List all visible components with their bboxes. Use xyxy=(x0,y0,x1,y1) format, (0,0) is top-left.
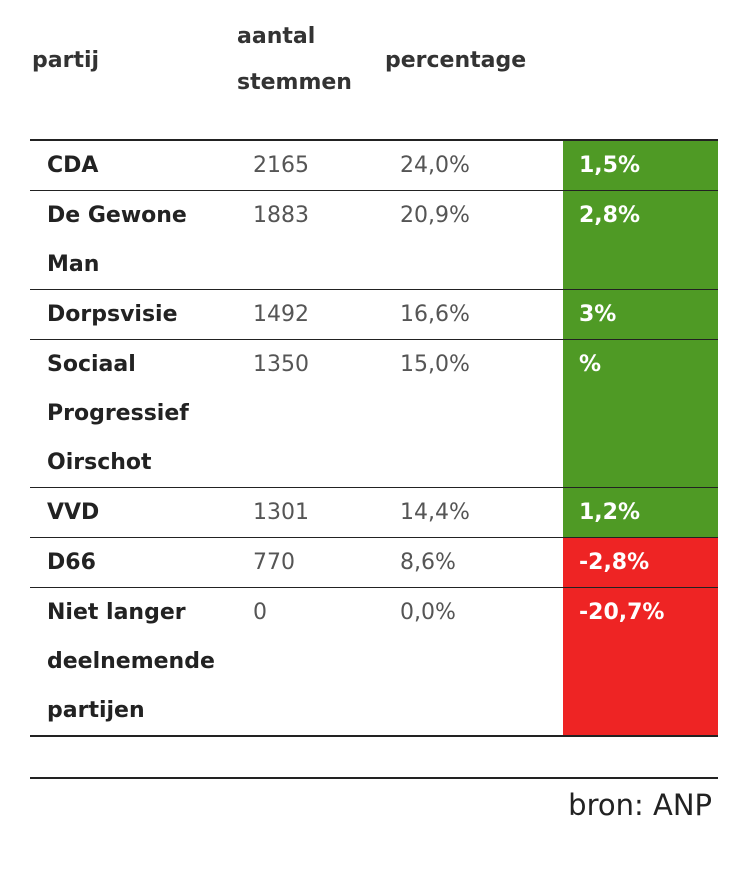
table-row: Dorpsvisie 1492 16,6% 3% xyxy=(30,289,718,340)
cell-text: Dorpsvisie xyxy=(47,302,178,327)
cell-text: -20,7% xyxy=(579,600,665,625)
cell-text: VVD xyxy=(47,500,100,525)
table-cell: 1492 xyxy=(237,290,385,340)
cell-text: 1,5% xyxy=(579,153,641,178)
table-cell: 24,0% xyxy=(385,140,563,191)
cell-text: 14,4% xyxy=(400,500,470,525)
header-cell: partij xyxy=(32,48,100,73)
table-cell: 1301 xyxy=(237,488,385,538)
table-cell: De Gewone Man xyxy=(30,191,237,290)
cell-text: 1883 xyxy=(253,203,309,228)
table-cell: 14,4% xyxy=(385,488,563,538)
cell-text: 24,0% xyxy=(400,153,470,178)
table-cell: 2,8% xyxy=(563,190,718,290)
table-row: Niet langer deelnemende partijen 0 0,0% -20… xyxy=(30,587,718,737)
cell-text: 770 xyxy=(253,550,295,575)
cell-text: 3% xyxy=(579,302,617,327)
cell-text: 1301 xyxy=(253,500,309,525)
header-cell: aantal stemmen xyxy=(237,24,352,95)
table-cell: 770 xyxy=(237,538,385,588)
table-cell: 8,6% xyxy=(385,538,563,588)
table-cell: % xyxy=(563,339,718,488)
table-cell: Niet langer deelnemende partijen xyxy=(30,588,237,737)
cell-text: 15,0% xyxy=(400,352,470,377)
table-cell: Sociaal Progressief Oirschot xyxy=(30,340,237,488)
table-cell: -20,7% xyxy=(563,587,718,736)
cell-text: 0 xyxy=(253,600,267,625)
cell-text: % xyxy=(579,352,602,377)
table-row: D66 770 8,6% -2,8% xyxy=(30,537,718,588)
table-cell: 0 xyxy=(237,588,385,737)
table-cell: D66 xyxy=(30,538,237,588)
rule xyxy=(30,777,718,779)
cell-text: 1492 xyxy=(253,302,309,327)
cell-text: -2,8% xyxy=(579,550,650,575)
table-cell: 2165 xyxy=(237,140,385,191)
cell-text: Niet langer deelnemende partijen xyxy=(47,600,215,723)
cell-text: 2165 xyxy=(253,153,309,178)
table-row: Sociaal Progressief Oirschot 1350 15,0%% xyxy=(30,339,718,488)
table-row: De Gewone Man 1883 20,9% 2,8% xyxy=(30,190,718,290)
cell-text: D66 xyxy=(47,550,96,575)
cell-text: 8,6% xyxy=(400,550,456,575)
cell-text: Sociaal Progressief Oirschot xyxy=(47,352,189,475)
table-cell: 20,9% xyxy=(385,191,563,290)
table-cell: 1350 xyxy=(237,340,385,488)
table-row: CDA 2165 24,0% 1,5% xyxy=(30,140,718,191)
table-cell: -2,8% xyxy=(563,537,718,588)
cell-text: 16,6% xyxy=(400,302,470,327)
table-cell: 1883 xyxy=(237,191,385,290)
cell-text: 1350 xyxy=(253,352,309,377)
table-cell: 15,0% xyxy=(385,340,563,488)
source: bron: ANP xyxy=(568,788,712,822)
cell-text: CDA xyxy=(47,153,99,178)
header-cell: percentage xyxy=(385,48,527,73)
table-header: partij aantal stemmen percentage xyxy=(0,0,742,140)
table-cell: 3% xyxy=(563,289,718,340)
table-cell: 1,2% xyxy=(563,487,718,538)
table-cell: Dorpsvisie xyxy=(30,290,237,340)
cell-text: 2,8% xyxy=(579,203,641,228)
table-cell: 16,6% xyxy=(385,290,563,340)
results-table: CDA 2165 24,0% 1,5% De Gewone Man 1883 20,9% 2,… xyxy=(30,139,718,737)
cell-text: De Gewone Man xyxy=(47,203,187,277)
table-cell: 1,5% xyxy=(563,140,718,191)
cell-text: 0,0% xyxy=(400,600,456,625)
table-cell: VVD xyxy=(30,488,237,538)
cell-text: 20,9% xyxy=(400,203,470,228)
table-cell: CDA xyxy=(30,140,237,191)
table-cell: 0,0% xyxy=(385,588,563,737)
cell-text: 1,2% xyxy=(579,500,641,525)
table-row: VVD 1301 14,4% 1,2% xyxy=(30,487,718,538)
